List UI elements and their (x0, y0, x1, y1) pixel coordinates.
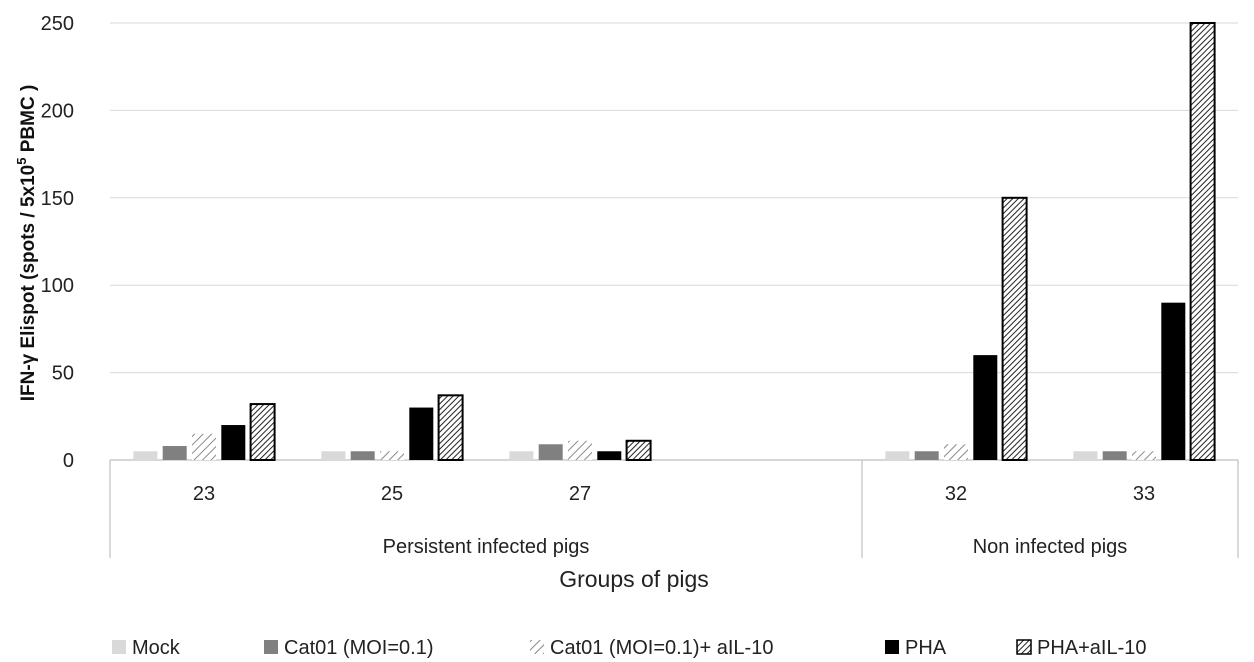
bar (1073, 451, 1098, 460)
y-tick-label: 100 (41, 275, 74, 297)
legend-swatch (885, 640, 899, 654)
legend-swatch (530, 640, 544, 654)
legend-label: Cat01 (MOI=0.1)+ aIL-10 (550, 637, 773, 659)
gridlines (110, 22, 1238, 374)
y-tick-label: 50 (52, 363, 74, 385)
x-tick-label: 32 (945, 483, 967, 505)
x-tick-label: 27 (569, 483, 591, 505)
bar (568, 440, 592, 460)
bar (380, 451, 404, 460)
x-axis-label: Groups of pigs (559, 566, 709, 592)
bar (249, 403, 276, 461)
bar (321, 451, 346, 460)
bar (437, 394, 464, 462)
legend-label: PHA (905, 637, 947, 659)
legend: Mock Cat01 (MOI=0.1) Cat01 (MOI=0.1)+ aIL-… (112, 637, 1147, 659)
bar (133, 451, 158, 460)
x-tick-label: 33 (1133, 483, 1155, 505)
bar (162, 446, 187, 460)
bar (409, 407, 434, 460)
bar (973, 355, 998, 460)
bar (538, 444, 563, 460)
y-tick-label: 200 (41, 100, 74, 122)
bar (625, 439, 652, 462)
y-axis-label: IFN-γ Elispot (spots / 5x105 PBMC ) (14, 85, 39, 402)
bar (221, 425, 246, 460)
group-label: Persistent infected pigs (383, 536, 590, 558)
y-tick-label: 250 (41, 13, 74, 35)
bar (1189, 22, 1216, 461)
legend-swatch (264, 640, 278, 654)
legend-label: PHA+aIL-10 (1037, 637, 1147, 659)
legend-label: Cat01 (MOI=0.1) (284, 637, 434, 659)
legend-swatch (112, 640, 126, 654)
legend-swatch (1016, 639, 1032, 655)
y-tick-label: 0 (63, 450, 74, 472)
bar (1001, 196, 1028, 462)
bar (944, 444, 968, 460)
bar (914, 451, 939, 460)
bar (350, 451, 375, 460)
x-tick-label: 25 (381, 483, 403, 505)
bar (885, 451, 910, 460)
group-label: Non infected pigs (973, 536, 1128, 558)
axis-labels: IFN-γ Elispot (spots / 5x105 PBMC ) Grou… (14, 85, 709, 592)
y-tick-label: 150 (41, 188, 74, 210)
bar (192, 433, 216, 460)
legend-label: Mock (132, 637, 181, 659)
x-tick-label: 23 (193, 483, 215, 505)
bar (1132, 451, 1156, 460)
bars (133, 22, 1216, 462)
bar (597, 451, 622, 460)
bar (1161, 302, 1186, 460)
bar (1102, 451, 1127, 460)
bar (509, 451, 534, 460)
axes: 0 50 100 150 200 250 Persistent infected pigs N… (41, 13, 1239, 558)
